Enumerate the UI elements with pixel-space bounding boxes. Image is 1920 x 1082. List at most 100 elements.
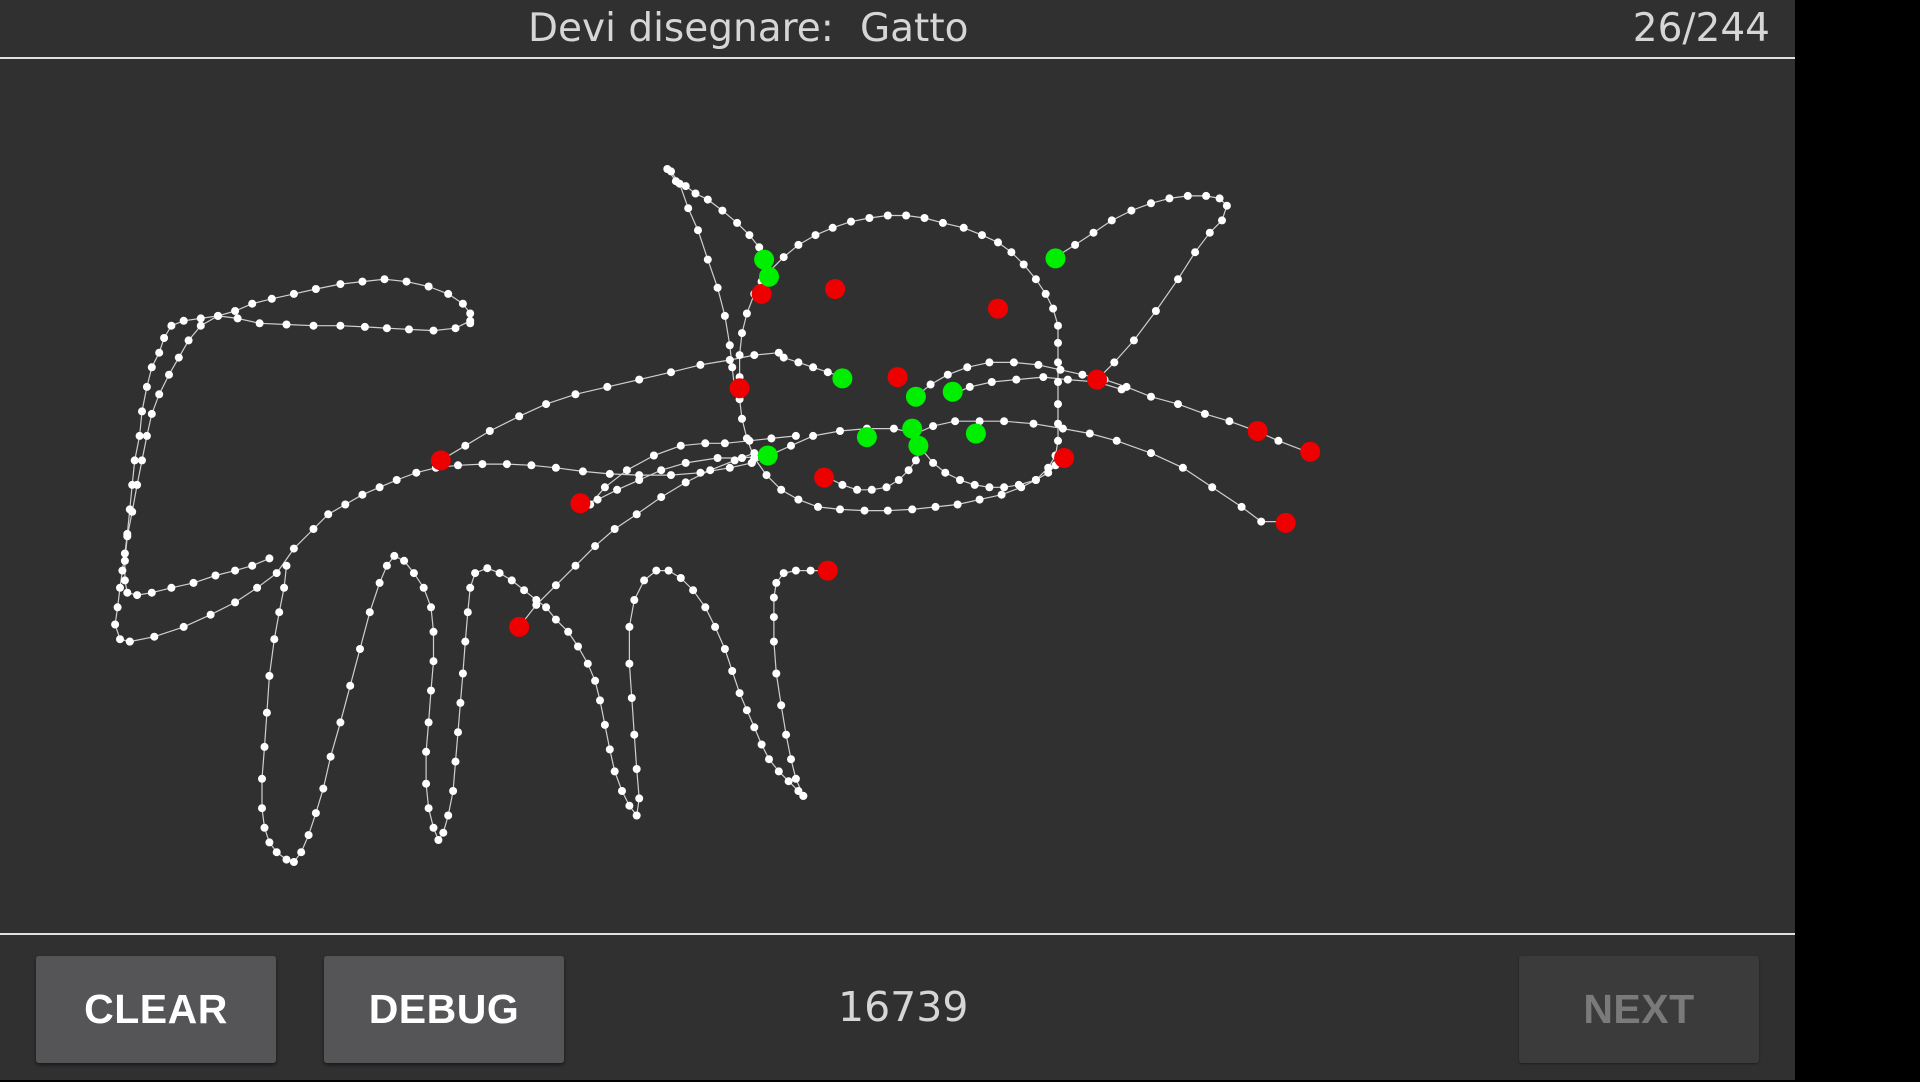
stroke-point: [452, 758, 460, 766]
prompt: Devi disegnare: Gatto: [528, 6, 969, 51]
target-word: Gatto: [860, 6, 969, 51]
stroke-point: [701, 603, 709, 611]
stroke-line-14: [921, 448, 1063, 487]
stroke-point: [847, 218, 855, 226]
stroke-point: [234, 314, 242, 322]
stroke-point: [1064, 376, 1072, 384]
stroke-point: [1000, 483, 1008, 491]
stroke-point: [633, 812, 641, 820]
stroke-point: [116, 584, 124, 592]
stroke-point: [652, 567, 660, 575]
clear-button[interactable]: CLEAR: [36, 956, 276, 1063]
match-marker: [832, 368, 852, 388]
stroke-line-2: [671, 171, 735, 389]
stroke-point: [336, 280, 344, 288]
stroke-point: [430, 628, 438, 636]
debug-markers: [431, 248, 1320, 637]
stroke-point: [466, 584, 474, 592]
stroke-point: [792, 567, 800, 575]
stroke-point: [591, 542, 599, 550]
stroke-point: [932, 503, 940, 511]
stroke-point: [341, 501, 349, 509]
stroke-point: [1191, 248, 1199, 256]
next-button[interactable]: NEXT: [1519, 956, 1759, 1063]
stroke-point: [794, 496, 802, 504]
stroke-point: [787, 442, 795, 450]
stroke-point: [706, 466, 714, 474]
stroke-point: [1054, 400, 1062, 408]
miss-marker: [888, 367, 908, 387]
stroke-point: [412, 469, 420, 477]
stroke-point: [603, 383, 611, 391]
stroke-point: [682, 459, 690, 467]
sketch-svg[interactable]: [0, 59, 1795, 933]
stroke-point: [711, 623, 719, 631]
stroke-point: [1202, 192, 1210, 200]
stroke-point: [471, 569, 479, 577]
stroke-point: [785, 777, 793, 785]
stroke-point: [799, 792, 807, 800]
stroke-point: [180, 317, 188, 325]
stroke-point: [1184, 192, 1192, 200]
stroke-point: [564, 628, 572, 636]
stroke-point: [628, 694, 636, 702]
stroke-point: [427, 687, 435, 695]
miss-marker: [752, 284, 772, 304]
stroke-point: [792, 432, 800, 440]
stroke-point: [123, 532, 131, 540]
stroke-point: [1090, 229, 1098, 237]
stroke-lines: [115, 169, 1310, 862]
stroke-point: [256, 319, 264, 327]
stroke-point: [410, 569, 418, 577]
stroke-point: [728, 667, 736, 675]
stroke-point: [677, 574, 685, 582]
stroke-point: [336, 322, 344, 330]
stroke-point: [454, 461, 462, 469]
stroke-point: [483, 564, 491, 572]
stroke-line-8: [262, 556, 803, 862]
stroke-point: [1054, 378, 1062, 386]
stroke-point: [466, 317, 474, 325]
stroke-point: [630, 596, 638, 604]
stroke-point: [665, 567, 673, 575]
stroke-point: [1201, 410, 1209, 418]
stroke-point: [133, 591, 141, 599]
score-value: 16739: [838, 983, 968, 1031]
stroke-point: [358, 491, 366, 499]
stroke-point: [133, 481, 141, 489]
stroke-point: [572, 390, 580, 398]
stroke-point: [114, 603, 122, 611]
stroke-point: [532, 601, 540, 609]
stroke-point: [283, 562, 291, 570]
stroke-point: [456, 699, 464, 707]
stroke-point: [611, 525, 619, 533]
stroke-point: [121, 550, 129, 558]
drawing-canvas[interactable]: [0, 59, 1795, 933]
stroke-point: [750, 723, 758, 731]
stroke-point: [836, 505, 844, 513]
stroke-point: [657, 466, 665, 474]
prompt-label: Devi disegnare:: [528, 6, 834, 51]
stroke-point: [812, 231, 820, 239]
stroke-point: [748, 459, 756, 467]
stroke-point: [461, 442, 469, 450]
stroke-point: [971, 481, 979, 489]
match-marker: [1046, 248, 1066, 268]
stroke-line-4: [1056, 196, 1227, 380]
stroke-point: [508, 576, 516, 584]
stroke-point: [635, 376, 643, 384]
debug-button[interactable]: DEBUG: [324, 956, 564, 1063]
stroke-point: [434, 836, 442, 844]
stroke-point: [814, 503, 822, 511]
stroke-point: [978, 231, 986, 239]
stroke-point: [305, 831, 313, 839]
stroke-point: [794, 358, 802, 366]
stroke-point: [430, 327, 438, 335]
stroke-point: [780, 569, 788, 577]
stroke-point: [667, 471, 675, 479]
stroke-point: [625, 802, 633, 810]
stroke-point: [895, 476, 903, 484]
stroke-point: [405, 325, 413, 333]
stroke-point: [1238, 503, 1246, 511]
footer-bar: CLEAR DEBUG 16739 NEXT: [0, 933, 1795, 1082]
